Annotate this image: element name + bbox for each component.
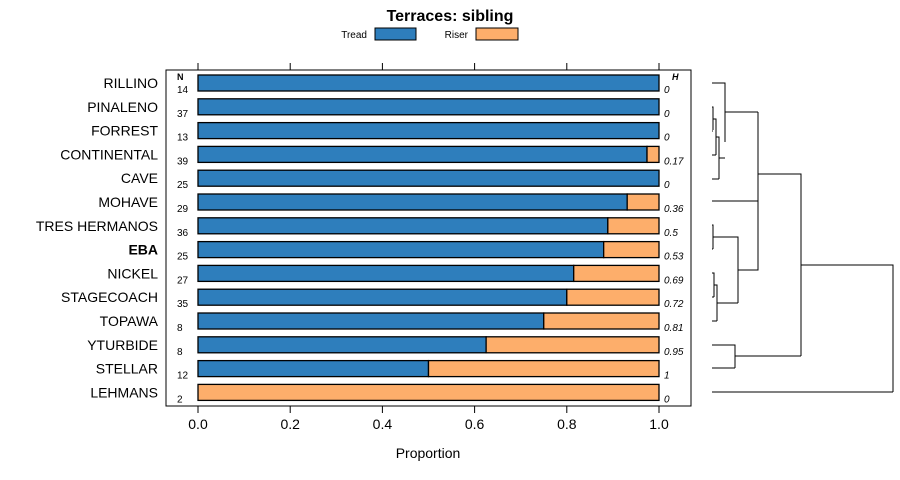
- bar-riser: [485, 336, 660, 354]
- bar-riser: [607, 217, 660, 235]
- h-value: 0.17: [664, 156, 684, 167]
- plot-frame: [165, 69, 692, 407]
- h-header: H: [672, 72, 679, 82]
- legend-swatch-riser: [475, 27, 519, 41]
- bar-riser: [626, 193, 660, 211]
- bar-rows: RILLINO 14 0 PINALENO 37 0 FORREST 13 0 CONTINENT…: [36, 74, 684, 405]
- category-label: STELLAR: [96, 361, 158, 377]
- n-value: 14: [177, 85, 189, 96]
- x-axis-label: Proportion: [396, 445, 461, 461]
- dendrogram-branch: [712, 173, 894, 393]
- bar-tread: [197, 359, 430, 378]
- bar-tread: [197, 288, 568, 306]
- h-value: 0: [664, 180, 670, 191]
- n-value: 13: [177, 133, 189, 144]
- x-axis: 0.0 0.2 0.4 0.6 0.8 1.0: [188, 63, 669, 432]
- n-value: 36: [177, 228, 189, 239]
- x-tick-label: 0.6: [465, 416, 485, 432]
- h-value: 0.36: [664, 204, 684, 215]
- bar-riser: [566, 288, 660, 306]
- bar-tread: [197, 240, 605, 259]
- h-value: 0.81: [664, 323, 683, 334]
- bar-riser: [197, 383, 660, 402]
- chart-title: Terraces: sibling: [387, 8, 514, 25]
- bar-tread: [197, 98, 660, 116]
- n-value: 8: [177, 323, 183, 334]
- n-value: 27: [177, 275, 189, 286]
- h-value: 0.72: [664, 299, 684, 310]
- bar-tread: [197, 169, 660, 187]
- bar-riser: [646, 145, 660, 164]
- h-value: 0.69: [664, 275, 684, 286]
- bar-riser: [427, 359, 660, 378]
- bar-tread: [197, 217, 609, 235]
- h-value: 1: [664, 371, 670, 382]
- h-value: 0: [664, 109, 670, 120]
- bar-tread: [197, 264, 575, 283]
- x-tick-label: 0.4: [373, 416, 393, 432]
- h-value: 0: [664, 133, 670, 144]
- category-label: PINALENO: [87, 99, 158, 115]
- dendrogram-branch: [712, 82, 726, 180]
- category-label: CONTINENTAL: [60, 146, 158, 162]
- category-label: TOPAWA: [100, 313, 159, 329]
- n-value: 35: [177, 299, 189, 310]
- category-label: TRES HERMANOS: [36, 218, 158, 234]
- dendrogram: [712, 82, 894, 393]
- x-tick-label: 0.2: [280, 416, 300, 432]
- category-label: RILLINO: [104, 75, 159, 91]
- dendrogram-branch: [712, 200, 759, 322]
- bar-tread: [197, 74, 660, 92]
- category-label: MOHAVE: [98, 194, 158, 210]
- x-tick-label: 1.0: [649, 416, 669, 432]
- n-value: 12: [177, 371, 189, 382]
- dendrogram-branch: [712, 344, 801, 369]
- legend: Tread Riser: [341, 27, 519, 41]
- n-value: 39: [177, 156, 189, 167]
- bar-tread: [197, 145, 648, 164]
- bar-riser: [543, 312, 660, 330]
- legend-label-tread: Tread: [341, 30, 367, 41]
- h-value: 0.5: [664, 228, 678, 239]
- dendrogram-branch: [725, 111, 759, 236]
- h-value: 0: [664, 394, 670, 405]
- category-label: NICKEL: [107, 265, 158, 281]
- h-value: 0.95: [664, 347, 684, 358]
- h-value: 0.53: [664, 252, 684, 263]
- category-label: STAGECOACH: [61, 289, 158, 305]
- bar-tread: [197, 312, 545, 330]
- category-label: LEHMANS: [90, 384, 158, 400]
- bar-riser: [573, 264, 660, 283]
- bar-tread: [197, 336, 487, 354]
- bar-riser: [603, 240, 660, 259]
- x-tick-label: 0.8: [557, 416, 577, 432]
- bar-tread: [197, 121, 660, 140]
- bar-tread: [197, 193, 628, 211]
- n-value: 29: [177, 204, 189, 215]
- n-value: 25: [177, 180, 189, 191]
- x-tick-label: 0.0: [188, 416, 208, 432]
- n-header: N: [177, 72, 184, 82]
- category-label: FORREST: [91, 123, 158, 139]
- n-value: 25: [177, 252, 189, 263]
- n-value: 2: [177, 394, 183, 405]
- n-value: 37: [177, 109, 189, 120]
- legend-label-riser: Riser: [445, 30, 469, 41]
- legend-swatch-tread: [374, 27, 417, 41]
- category-label: CAVE: [121, 170, 158, 186]
- h-value: 0: [664, 85, 670, 96]
- n-value: 8: [177, 347, 183, 358]
- category-label: YTURBIDE: [87, 337, 158, 353]
- category-label: EBA: [128, 242, 158, 258]
